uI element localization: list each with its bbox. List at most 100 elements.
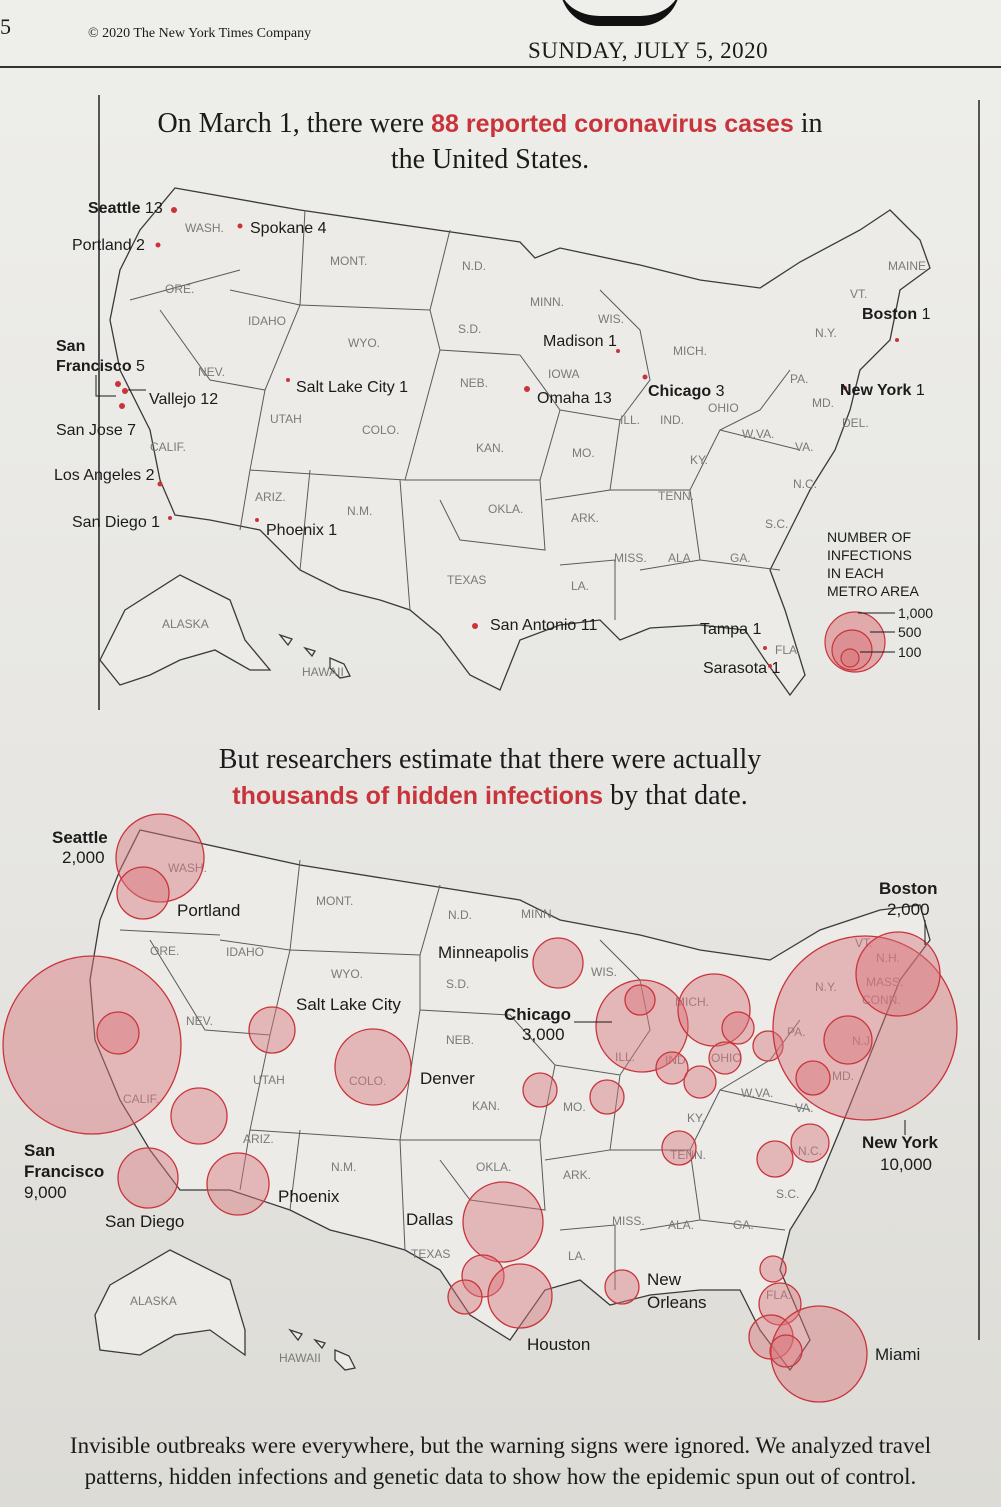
state-label: MINN.	[521, 907, 555, 921]
city-label-san-francisco-line1: San	[24, 1141, 55, 1160]
bubble-philadelphia	[823, 1015, 873, 1065]
bubble-new-york	[772, 935, 958, 1121]
state-label: MONT.	[316, 894, 353, 908]
state-label: NEB.	[446, 1033, 474, 1047]
city-dot-phoenix	[255, 518, 259, 522]
left-column-rule	[98, 95, 100, 710]
city-dot-chicago	[642, 374, 648, 380]
state-label: ARK.	[571, 511, 599, 525]
bubble-chicago	[595, 979, 689, 1073]
us-outline-map1	[99, 187, 931, 697]
city-label-omaha: Omaha 13	[537, 390, 612, 407]
reported-cases-map: WASH. ORE. IDAHO MONT. N.D. S.D. MINN. W…	[54, 187, 933, 697]
state-label: N.C.	[793, 477, 817, 491]
legend: NUMBER OF INFECTIONS IN EACH METRO AREA …	[824, 529, 933, 673]
state-label: ILL.	[615, 1050, 635, 1064]
city-label-madison: Madison 1	[543, 333, 617, 350]
state-label: IOWA	[548, 367, 580, 381]
estimated-infections-map: WASH. ORE. IDAHO MONT. N.D. S.D. MINN. W…	[2, 813, 958, 1403]
caption-line2: patterns, hidden infections and genetic …	[84, 1464, 917, 1489]
bubble-seattle	[115, 813, 205, 903]
state-label: MASS.	[866, 975, 903, 989]
state-label: MISS.	[612, 1214, 645, 1228]
bubble-portland	[116, 866, 170, 920]
state-label: TEXAS	[447, 573, 486, 587]
state-label: KY.	[690, 453, 708, 467]
state-label: HAWAII	[279, 1351, 321, 1365]
state-label: W.VA.	[742, 427, 774, 441]
headline2-line1: But researchers estimate that there were…	[218, 744, 762, 775]
state-label: S.D.	[458, 322, 481, 336]
dateline: SUNDAY, JULY 5, 2020	[528, 38, 769, 63]
bubble-indianapolis	[655, 1051, 689, 1085]
city-dot-vallejo	[122, 388, 128, 394]
city-label-san-jose: San Jose 7	[56, 422, 136, 439]
bubble-minneapolis	[532, 937, 584, 989]
city-label-chicago: Chicago 3	[648, 383, 725, 400]
state-label: COLO.	[362, 423, 399, 437]
state-label: OKLA.	[476, 1160, 511, 1174]
state-label: IND.	[660, 413, 684, 427]
city-label-portland: Portland	[177, 901, 240, 920]
city-dot-salt-lake-city	[286, 378, 290, 382]
city-dot-spokane	[237, 223, 243, 229]
city-label-minneapolis: Minneapolis	[438, 943, 529, 962]
state-label: GA.	[733, 1218, 754, 1232]
bubble-charlotte	[756, 1140, 794, 1178]
city-label-tampa: Tampa 1	[700, 621, 761, 638]
state-label: MISS.	[614, 551, 647, 565]
legend-value: 1,000	[898, 605, 933, 621]
bubble-fort-myers	[769, 1334, 803, 1368]
city-label-boston: Boston	[879, 879, 938, 898]
article-caption: Invisible outbreaks were everywhere, but…	[0, 1430, 1001, 1492]
bubble-new-orleans	[604, 1269, 640, 1305]
city-label-new-york: New York	[862, 1133, 938, 1152]
state-label: FLA.	[775, 643, 800, 657]
city-dot-sarasota	[768, 664, 772, 668]
state-label: VT.	[855, 936, 872, 950]
state-label: NEV.	[198, 365, 225, 379]
state-labels-map2: WASH. ORE. IDAHO MONT. N.D. S.D. MINN. W…	[123, 861, 903, 1365]
state-label: MD.	[812, 396, 834, 410]
city-label-san-antonio: San Antonio 11	[490, 617, 597, 634]
bubble-kansas-city	[522, 1072, 558, 1108]
city-label-new-york: New York 1	[840, 382, 925, 399]
legend-title-line: METRO AREA	[827, 583, 919, 599]
state-label: WYO.	[331, 967, 363, 981]
legend-ticks	[858, 612, 895, 653]
state-label: S.C.	[765, 517, 788, 531]
bubble-st-louis	[589, 1079, 625, 1115]
state-label: OHIO	[708, 401, 739, 415]
headline2-post: by that date.	[603, 780, 748, 811]
bubble-columbus	[708, 1041, 742, 1075]
city-dot-seattle	[171, 207, 177, 213]
state-label: LA.	[568, 1249, 586, 1263]
bubble-nashville	[661, 1130, 697, 1166]
state-label: CONN.	[862, 993, 901, 1007]
state-label: UTAH	[253, 1073, 285, 1087]
state-label: ILL.	[620, 413, 640, 427]
state-label: MINN.	[530, 295, 564, 309]
state-borders-map2	[119, 859, 811, 1290]
legend-title-line: NUMBER OF	[827, 529, 911, 545]
reported-case-dots	[115, 207, 899, 668]
state-borders-map1	[129, 209, 801, 620]
state-labels-map1: WASH. ORE. IDAHO MONT. N.D. S.D. MINN. W…	[150, 221, 926, 679]
bubble-miami	[770, 1305, 868, 1403]
bubble-boston	[855, 931, 941, 1017]
city-label-phoenix: Phoenix 1	[266, 522, 337, 539]
bubble-cleveland	[721, 1011, 755, 1045]
state-label: OKLA.	[488, 502, 523, 516]
state-label: VT.	[850, 287, 867, 301]
state-label: TENN.	[658, 489, 694, 503]
state-label: MO.	[563, 1100, 586, 1114]
state-label: N.Y.	[815, 980, 837, 994]
state-label: MAINE	[888, 259, 926, 273]
city-label-houston: Houston	[527, 1335, 590, 1354]
state-label: CALIF.	[150, 440, 186, 454]
state-label: CALIF.	[123, 1092, 159, 1106]
header-rule	[0, 66, 1001, 68]
masthead-ink-fragment	[560, 0, 680, 26]
state-label: IDAHO	[248, 314, 286, 328]
legend-circle-100	[840, 648, 860, 668]
